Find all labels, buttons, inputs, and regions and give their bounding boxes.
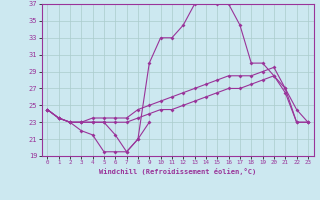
X-axis label: Windchill (Refroidissement éolien,°C): Windchill (Refroidissement éolien,°C)	[99, 168, 256, 175]
